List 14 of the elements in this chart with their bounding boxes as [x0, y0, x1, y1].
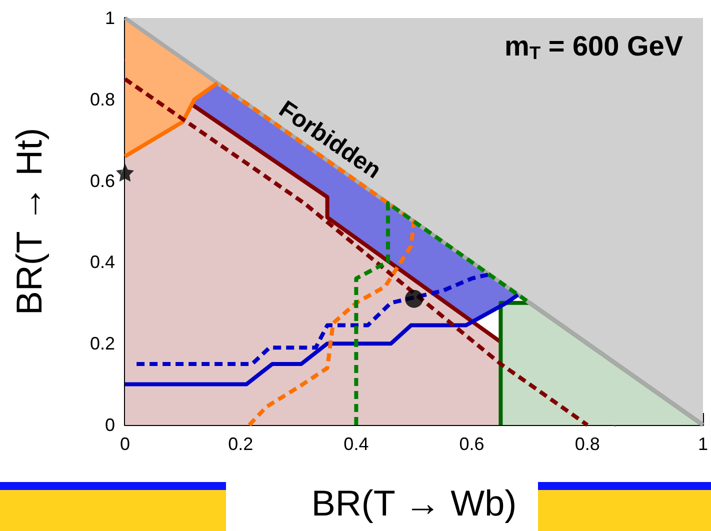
y-tick-label: 1 — [104, 8, 115, 28]
x-tick-label: 0.6 — [459, 434, 484, 454]
x-tick-label: 0.2 — [228, 434, 254, 454]
x-tick-label: 0.4 — [344, 434, 369, 454]
y-tick-label: 0.2 — [90, 334, 115, 354]
y-tick-label: 0 — [104, 415, 115, 435]
x-axis-title: BR(T → Wb) — [311, 482, 517, 524]
x-tick-label: 1 — [698, 434, 708, 454]
x-tick-label: 0 — [120, 434, 130, 454]
y-tick-label: 0.8 — [90, 89, 115, 110]
y-tick-label: 0.6 — [90, 170, 115, 191]
y-axis-title: BR(T → Ht) — [8, 128, 50, 316]
x-tick-label: 0.8 — [574, 434, 600, 454]
y-tick-label: 0.4 — [90, 252, 115, 272]
